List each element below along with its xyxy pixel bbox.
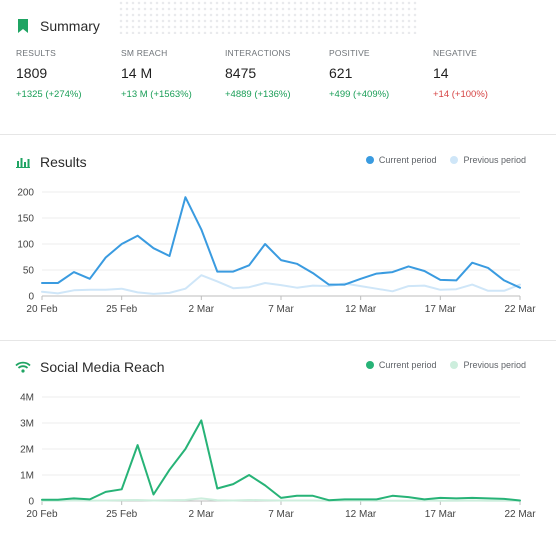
legend-dot: [450, 156, 459, 164]
y-tick-label: 0: [28, 497, 34, 508]
x-tick-label: 7 Mar: [268, 304, 294, 315]
metric-label: POSITIVE: [329, 48, 370, 58]
y-tick-label: 200: [17, 188, 34, 199]
metric-value: 8475: [225, 65, 257, 81]
y-tick-label: 4M: [20, 393, 34, 404]
legend-previous[interactable]: Previous period: [450, 360, 526, 370]
legend-previous[interactable]: Previous period: [450, 155, 526, 165]
results-chart: 0 50 100 150 200 20 Feb 25 Feb 2 Mar 7 Mar 12 Mar…: [17, 188, 536, 316]
x-tick-label: 2 Mar: [189, 304, 215, 315]
y-tick-label: 100: [17, 240, 34, 251]
wifi-icon: [14, 358, 32, 376]
y-tick-label: 150: [17, 214, 34, 225]
metric-value: 621: [329, 65, 353, 81]
metric-label: SM REACH: [121, 48, 168, 58]
x-tick-label: 17 Mar: [425, 509, 457, 520]
reach-legend: Current period Previous period: [352, 360, 526, 370]
x-tick-label: 12 Mar: [345, 509, 377, 520]
summary-header: Summary: [14, 17, 100, 35]
legend-label: Current period: [378, 360, 437, 370]
metric-results: RESULTS 1809 +1325 (+274%): [16, 48, 82, 100]
previous-period-line: [41, 497, 521, 502]
y-tick-label: 50: [23, 266, 35, 277]
section-divider: [0, 340, 556, 341]
results-header: Results: [14, 153, 87, 171]
x-tick-label: 7 Mar: [268, 509, 294, 520]
legend-label: Current period: [378, 155, 437, 165]
metric-change: +4889 (+136%): [225, 89, 291, 100]
x-tick-label: 2 Mar: [189, 509, 215, 520]
metric-label: INTERACTIONS: [225, 48, 291, 58]
metric-value: 1809: [16, 65, 48, 81]
metric-change: +14 (+100%): [433, 89, 488, 100]
metric-sm-reach: SM REACH 14 M +13 M (+1563%): [121, 48, 192, 100]
summary-title: Summary: [40, 18, 100, 34]
reach-title: Social Media Reach: [40, 359, 165, 375]
bookmark-icon: [14, 17, 32, 35]
x-tick-label: 22 Mar: [504, 304, 536, 315]
reach-chart: 0 1M 2M 3M 4M 20 Feb 25 Feb 2 Mar 7 Mar 12 Mar 17 …: [20, 393, 536, 521]
y-tick-label: 0: [28, 292, 34, 303]
metric-label: RESULTS: [16, 48, 56, 58]
legend-dot: [365, 361, 374, 369]
section-divider: [0, 134, 556, 135]
x-tick-label: 25 Feb: [106, 304, 138, 315]
reach-header: Social Media Reach: [14, 358, 165, 376]
metric-label: NEGATIVE: [433, 48, 477, 58]
world-map-dots: [118, 0, 418, 34]
x-tick-label: 20 Feb: [26, 304, 58, 315]
x-tick-label: 12 Mar: [345, 304, 377, 315]
results-title: Results: [40, 154, 87, 170]
bar-chart-icon: [14, 153, 32, 171]
metric-change: +13 M (+1563%): [121, 89, 192, 100]
metric-negative: NEGATIVE 14 +14 (+100%): [433, 48, 488, 100]
metric-change: +499 (+409%): [329, 89, 390, 100]
legend-current[interactable]: Current period: [365, 360, 437, 370]
y-tick-label: 2M: [20, 445, 34, 456]
x-tick-label: 25 Feb: [106, 509, 138, 520]
y-tick-label: 1M: [20, 471, 34, 482]
x-tick-label: 22 Mar: [504, 509, 536, 520]
current-period-line: [41, 419, 521, 502]
x-tick-label: 17 Mar: [425, 304, 457, 315]
y-tick-label: 3M: [20, 419, 34, 430]
previous-period-line: [41, 274, 521, 295]
metric-positive: POSITIVE 621 +499 (+409%): [329, 48, 389, 100]
legend-dot: [365, 156, 374, 164]
legend-label: Previous period: [463, 155, 526, 165]
metric-interactions: INTERACTIONS 8475 +4889 (+136%): [225, 48, 291, 100]
current-period-line: [41, 196, 521, 289]
x-tick-label: 20 Feb: [26, 509, 58, 520]
legend-current[interactable]: Current period: [365, 155, 437, 165]
legend-label: Previous period: [463, 360, 526, 370]
metric-value: 14 M: [121, 65, 153, 81]
metric-value: 14: [433, 65, 449, 81]
results-legend: Current period Previous period: [352, 155, 526, 165]
metric-change: +1325 (+274%): [16, 89, 82, 100]
legend-dot: [450, 361, 459, 369]
